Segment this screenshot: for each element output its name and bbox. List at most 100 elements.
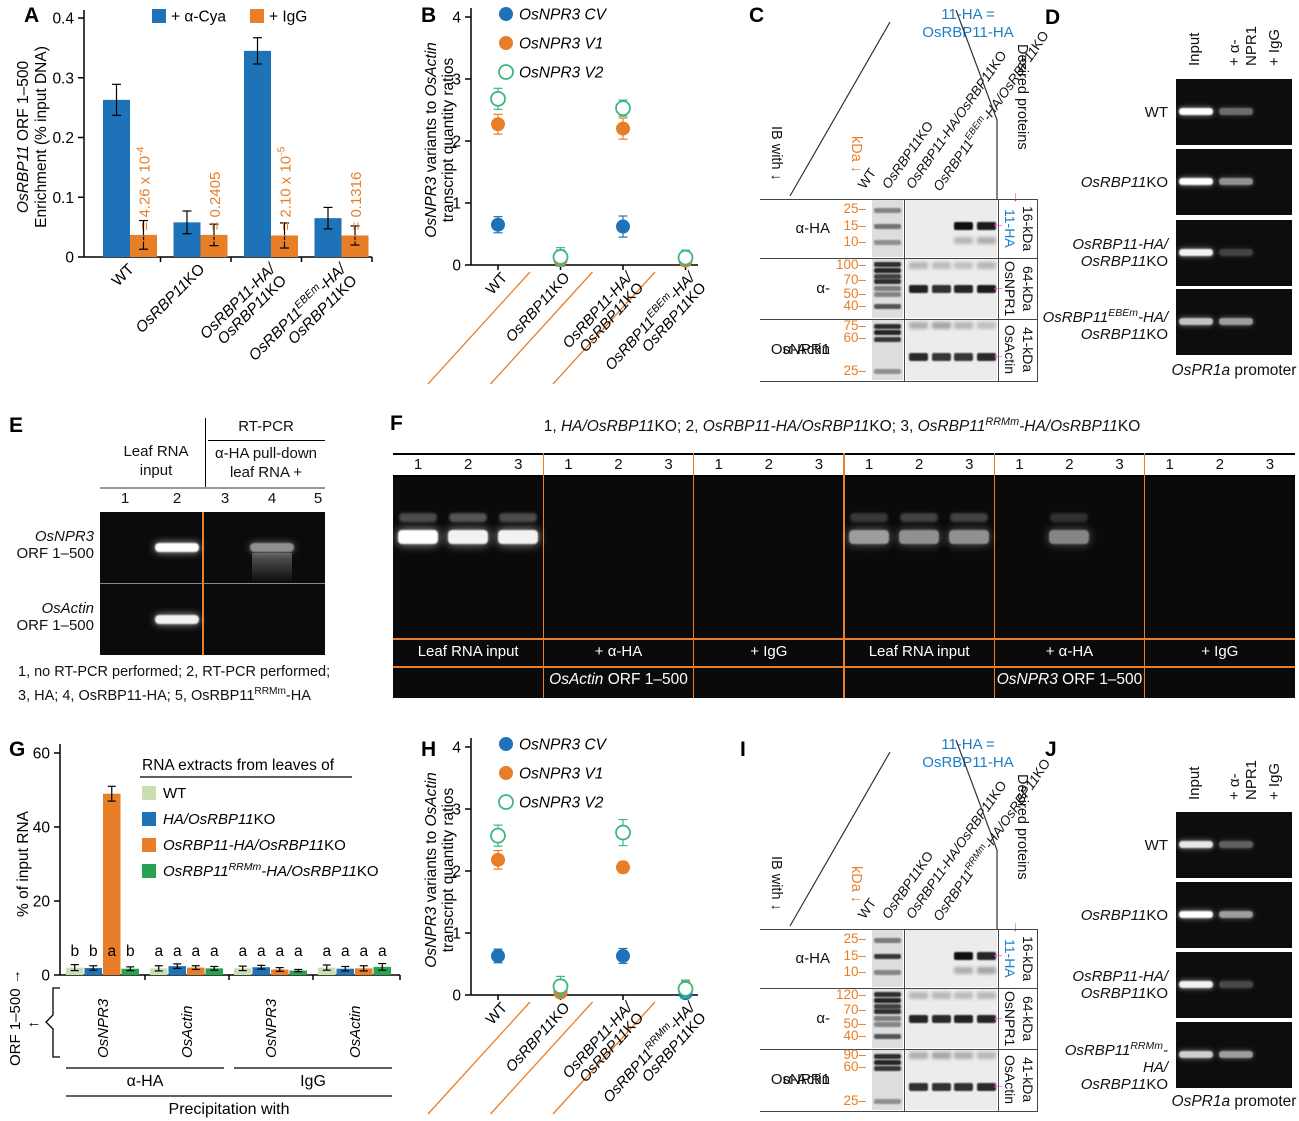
marker-band [874, 998, 901, 1004]
tspan: 4 [452, 10, 461, 27]
tspan: OsRBP11 [163, 863, 229, 880]
x-group-label: OsActin [347, 1005, 364, 1058]
dna-band [1219, 911, 1253, 918]
protein-band [954, 1083, 973, 1092]
band-smear [954, 237, 973, 245]
gel-strip [1176, 79, 1292, 145]
marker-band [874, 992, 901, 998]
lane-number: 2 [1215, 456, 1224, 473]
y-tick-label: 60 [33, 746, 51, 763]
data-point-open [677, 980, 694, 997]
gel-image [100, 512, 325, 655]
lane-number: 3 [965, 456, 974, 473]
tspan: -4 [135, 146, 147, 155]
marker-band [874, 1059, 901, 1065]
p-value-label: p = 2.10 x 10-5 [276, 146, 295, 244]
data-point-open [615, 100, 631, 117]
tspan: WT [483, 269, 511, 298]
tspan: OsActin [423, 42, 440, 96]
bar [289, 970, 307, 975]
kda-mark: 10– [843, 234, 866, 250]
antibody-label: α-Actin [782, 341, 830, 358]
protein-band [976, 353, 996, 362]
dna-band [949, 530, 990, 544]
tspan: KO [357, 863, 379, 880]
y-axis-label: transcript quantity ratios [440, 57, 457, 222]
x-category-label: OsRBP11KO [133, 261, 209, 337]
ib-with-label: IB with ↓ [768, 126, 784, 181]
header-underline [208, 440, 325, 442]
desired-proteins-arrow-icon: ↓ [1012, 918, 1019, 934]
significance-letter: a [378, 943, 387, 960]
gel-title: 1, HA/OsRBP11KO; 2, OsRBP11-HA/OsRBP11KO… [543, 416, 1141, 436]
y-tick-label: 4 [452, 740, 461, 757]
protein-size-label: 64-kDa [1020, 995, 1036, 1042]
desired-proteins-arrow-icon: ↓ [1012, 188, 1019, 204]
gel-separator-line [393, 638, 1295, 640]
blot-strip [906, 1050, 997, 1110]
tspan: 2 [452, 134, 461, 151]
bar [341, 235, 369, 257]
protein-band [909, 1014, 928, 1023]
panel-letter-h: H [421, 738, 437, 761]
bar [121, 968, 139, 975]
panel-j-gel: Input + α-NPR1 + IgG WT OsRBP11KO OsRBP11-HA/… [1040, 730, 1299, 1121]
tspan: variants to [423, 96, 440, 176]
tspan: p [348, 235, 365, 244]
note-11ha: 11-HA = OsRBP11-HA [922, 736, 1014, 771]
marker-band [874, 240, 901, 246]
protein-band [909, 1083, 928, 1092]
tspan: OsActin [347, 1005, 364, 1058]
tspan: OsRBP11 [15, 145, 32, 213]
band-smear [1050, 513, 1089, 522]
dna-band [1179, 108, 1213, 115]
band-smear [252, 553, 292, 583]
lane-number: 3 [1115, 456, 1124, 473]
category-separator-line [552, 271, 656, 385]
bar [205, 968, 223, 975]
dna-band [155, 543, 199, 552]
kda-mark: 60– [843, 1058, 866, 1074]
lane-number: 1 [413, 456, 423, 473]
tspan: OsNPR3 CV [519, 737, 608, 754]
band-arrow-icon: ← [991, 1007, 1005, 1024]
header-lines-svg [789, 739, 998, 929]
band-smear [909, 262, 928, 270]
tspan: ORF 1–500 → [7, 969, 24, 1066]
gel-separator-line [692, 453, 695, 698]
legend-swatch [250, 9, 264, 23]
tspan: = 2.10 x 10 [278, 156, 295, 235]
legend-marker [499, 36, 513, 50]
blot-strip [906, 259, 997, 318]
dna-band [848, 530, 889, 544]
band-smear [954, 262, 973, 270]
panel-letter-c: C [749, 4, 765, 27]
legend-marker [498, 794, 514, 810]
marker-band [874, 268, 901, 274]
kda-mark: 15– [843, 217, 866, 233]
gel-section-label: + α-HA [1045, 643, 1094, 660]
band-smear [976, 237, 996, 245]
antibody-label: α-HA [795, 950, 830, 967]
kda-mark: 25– [843, 930, 866, 946]
protein-band [931, 1083, 951, 1092]
left-arrow: ← [27, 1014, 42, 1031]
legend-swatch [142, 786, 156, 800]
legend-title: RNA extracts from leaves of [142, 757, 335, 774]
gel-strip [1176, 882, 1292, 948]
bar [187, 967, 205, 975]
x-axis-title: Precipitation with [169, 1101, 290, 1118]
y-tick-label: 1 [452, 196, 461, 213]
data-point [616, 219, 630, 234]
protein-band [954, 284, 973, 293]
bar [168, 966, 186, 975]
panel-letter-b: B [421, 4, 437, 27]
band-smear [931, 322, 951, 329]
significance-letter: a [294, 943, 303, 960]
kda-mark: 120– [835, 986, 866, 1002]
tspan: a [238, 943, 247, 960]
marker-band [874, 262, 901, 268]
tspan: a [275, 943, 284, 960]
dna-band [398, 530, 438, 544]
